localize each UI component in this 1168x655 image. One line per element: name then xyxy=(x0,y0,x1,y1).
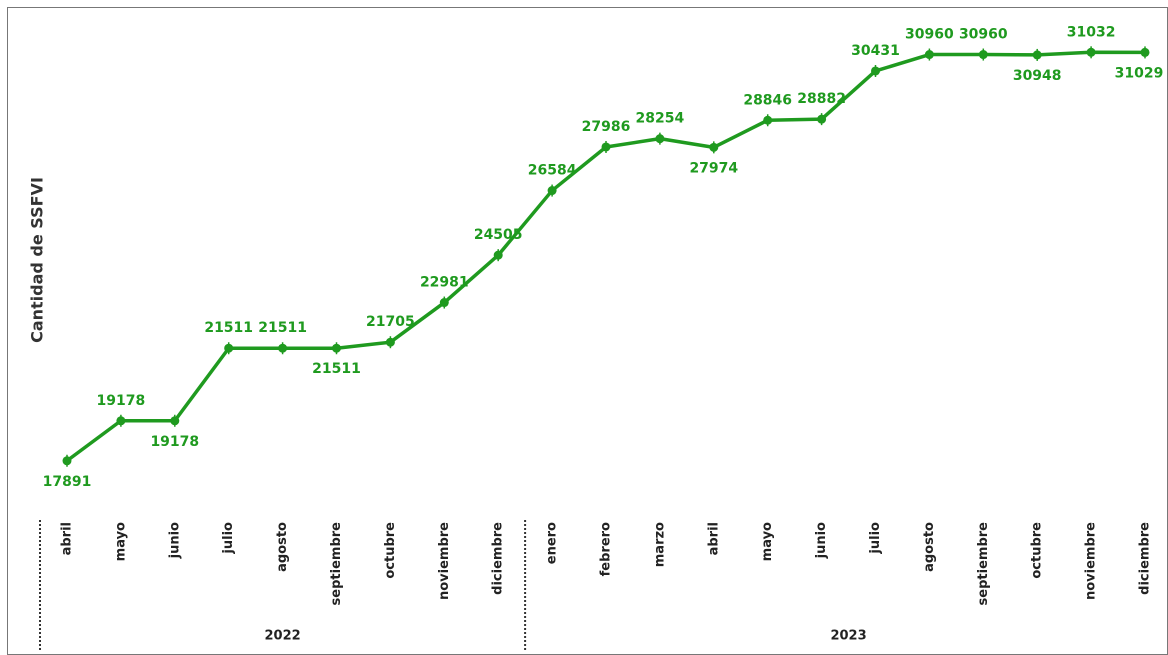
point xyxy=(547,186,557,196)
data-label: 30948 xyxy=(1013,68,1062,84)
data-label: 28254 xyxy=(636,111,685,127)
point xyxy=(655,134,665,144)
x-tick-label: junio xyxy=(167,522,182,559)
data-label: 30960 xyxy=(959,27,1008,43)
data-label: 30960 xyxy=(905,27,954,43)
data-label: 26584 xyxy=(528,163,577,179)
x-tick-label: septiembre xyxy=(329,522,344,606)
data-label: 31032 xyxy=(1067,24,1116,40)
point xyxy=(817,114,827,124)
point xyxy=(62,456,72,466)
data-label: 19178 xyxy=(97,393,146,409)
x-tick-label: diciembre xyxy=(1138,522,1153,595)
x-tick-label: noviembre xyxy=(1084,522,1099,600)
point xyxy=(1032,50,1042,60)
x-tick-label: enero xyxy=(545,522,560,564)
group-label: 2022 xyxy=(265,629,301,644)
point xyxy=(170,416,180,426)
y-axis-title: Cantidad de SSFVI xyxy=(28,177,47,343)
data-label: 19178 xyxy=(150,434,199,450)
data-label: 21511 xyxy=(258,320,307,336)
data-label: 30431 xyxy=(851,43,900,59)
point xyxy=(439,298,449,308)
x-tick-label: septiembre xyxy=(976,522,991,606)
line xyxy=(65,50,1146,463)
point xyxy=(1140,47,1150,57)
data-label: 28882 xyxy=(797,91,846,107)
data-label: 22981 xyxy=(420,275,469,291)
x-tick-label: diciembre xyxy=(491,522,506,595)
data-label: 27986 xyxy=(582,119,631,135)
data-label: 21511 xyxy=(204,320,253,336)
x-tick-label: octubre xyxy=(1030,522,1045,579)
point xyxy=(332,343,341,353)
point xyxy=(763,115,773,125)
data-label: 21705 xyxy=(366,314,415,330)
x-tick-label: mayo xyxy=(113,522,128,561)
point xyxy=(924,50,934,60)
point xyxy=(1086,47,1096,57)
data-label: 27974 xyxy=(689,160,738,176)
point xyxy=(385,337,395,347)
x-tick-label: agosto xyxy=(922,522,937,572)
data-label: 28846 xyxy=(743,92,792,108)
x-tick-label: julio xyxy=(868,522,883,555)
x-tick-label: noviembre xyxy=(437,522,452,600)
x-tick-label: marzo xyxy=(652,522,667,567)
point xyxy=(601,142,611,152)
group-label: 2023 xyxy=(830,629,866,644)
point xyxy=(709,142,719,152)
point xyxy=(224,343,234,353)
point xyxy=(116,416,126,426)
x-tick-label: febrero xyxy=(599,522,614,576)
x-tick-label: agosto xyxy=(275,522,290,572)
point xyxy=(493,250,503,260)
x-tick-label: abril xyxy=(60,522,75,555)
x-tick-label: mayo xyxy=(760,522,775,561)
x-tick-label: octubre xyxy=(383,522,398,579)
point xyxy=(278,343,288,353)
x-tick-label: junio xyxy=(814,522,829,559)
x-tick-label: abril xyxy=(706,522,721,555)
data-label: 31029 xyxy=(1115,65,1164,81)
data-label: 17891 xyxy=(43,474,92,490)
data-label: 21511 xyxy=(312,361,361,377)
point xyxy=(978,50,988,60)
x-tick-label: julio xyxy=(221,522,236,555)
data-label: 24505 xyxy=(474,227,523,243)
point xyxy=(871,66,880,76)
